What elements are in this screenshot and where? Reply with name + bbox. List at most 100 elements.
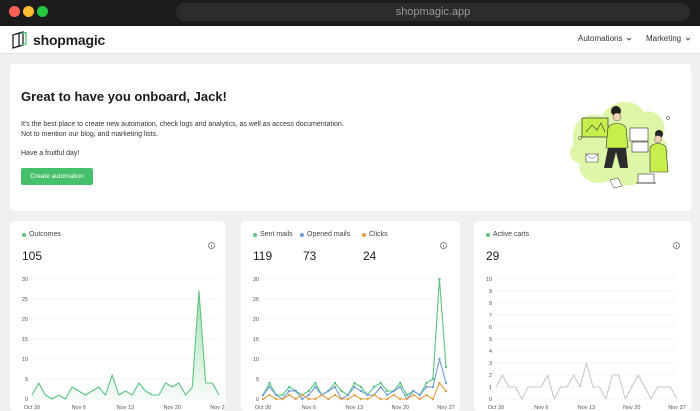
opened-mails-point: [438, 357, 441, 361]
legend-dot: [486, 232, 490, 237]
opened-mails-point: [261, 393, 265, 397]
x-tick-label: Nov 27: [437, 405, 454, 411]
clicks-point: [392, 393, 395, 397]
nav-marketing[interactable]: Marketing: [646, 34, 691, 43]
x-tick-label: Oct 30: [488, 405, 504, 411]
active-carts-label: Active carts: [493, 231, 530, 238]
clicks-point: [444, 389, 448, 393]
address-bar[interactable]: shopmagic.app: [176, 3, 690, 21]
x-tick-label: Oct 30: [24, 405, 40, 411]
clicks-point: [261, 397, 265, 401]
sent-mails-point: [281, 393, 284, 397]
outcomes-line: [31, 290, 220, 400]
clicks-point: [301, 393, 304, 397]
nav-marketing-label: Marketing: [646, 34, 682, 43]
outcomes-chart: 0 5 10 15 20 25 30 Oct 30 Nov 6 Nov 13 Nov 20 Nov 2…: [22, 277, 225, 411]
clicks-point: [353, 393, 356, 397]
clicks-point: [385, 397, 389, 401]
sent-mails-legend: Sent mails: [253, 231, 293, 238]
clicks-point: [307, 397, 310, 401]
clicks-point: [346, 397, 350, 401]
outcomes-label: Outcomes: [29, 231, 61, 238]
x-tick-label: Nov 13: [346, 405, 363, 411]
legend-dot: [300, 232, 304, 237]
create-automation-button[interactable]: Create automation: [21, 168, 93, 185]
opened-mails-point: [353, 385, 356, 389]
onboarding-illustration: [570, 101, 670, 189]
welcome-description: It's the best place to create new automa…: [21, 120, 381, 140]
clicks-point: [372, 393, 376, 397]
opened-mails-point: [385, 393, 389, 397]
sent-mails-point: [268, 381, 271, 385]
opened-mails-point: [274, 393, 278, 397]
x-tick-label: Nov 20: [392, 405, 409, 411]
sent-mails-point: [333, 381, 337, 385]
y-tick-label: 1: [489, 385, 492, 391]
sent-mails-point: [385, 389, 389, 393]
clicks-legend: Clicks: [362, 231, 388, 238]
y-tick-label: 5: [489, 337, 492, 343]
opened-mails-point: [444, 381, 448, 385]
opened-mails-point: [425, 385, 428, 389]
y-tick-label: 15: [22, 337, 28, 343]
sent-mails-point: [287, 385, 291, 389]
app: shopmagic Automations Marketing Great to…: [0, 26, 700, 411]
opened-mails-point: [301, 397, 304, 401]
clicks-point: [281, 397, 284, 401]
y-tick-label: 15: [253, 337, 259, 343]
x-tick-label: Nov 27: [668, 405, 685, 411]
nav-automations[interactable]: Automations: [578, 34, 632, 43]
opened-mails-point: [333, 385, 337, 389]
sent-mails-value: 119: [253, 249, 273, 263]
welcome-title: Great to have you onboard, Jack!: [21, 89, 227, 104]
active-carts-card: Active carts 29 0 1 2 3 4 5 6 7 8 9 10 Oct 30 Nov 6 N…: [474, 221, 691, 411]
sent-mails-point: [353, 381, 356, 385]
opened-mails-point: [287, 389, 291, 393]
info-icon[interactable]: [673, 242, 680, 249]
legend-dot: [362, 232, 366, 237]
clicks-point: [366, 397, 369, 401]
outcomes-value: 105: [22, 249, 43, 263]
opened-mails-point: [379, 385, 382, 389]
welcome-line-1: It's the best place to create new automa…: [21, 121, 344, 128]
chevron-down-icon: [685, 37, 691, 41]
sent-mails-point: [405, 393, 408, 397]
sent-mails-point: [359, 385, 363, 389]
y-tick-label: 25: [253, 297, 259, 303]
opened-mails-point: [392, 389, 395, 393]
welcome-line-2: Not to mention our blog, and marketing l…: [21, 131, 158, 138]
sent-mails-point: [444, 365, 448, 369]
sent-mails-point: [399, 381, 402, 385]
clicks-point: [425, 393, 428, 397]
maximize-window-button[interactable]: [37, 6, 48, 17]
active-carts-line: [495, 362, 678, 400]
minimize-window-button[interactable]: [23, 6, 34, 17]
clicks-point: [333, 393, 337, 397]
info-icon[interactable]: [208, 242, 215, 249]
welcome-signoff: Have a fruitful day!: [21, 150, 80, 157]
close-window-button[interactable]: [9, 6, 20, 17]
x-tick-label: Nov 13: [578, 405, 595, 411]
sent-mails-point: [307, 389, 310, 393]
window-titlebar: shopmagic.app: [0, 0, 700, 26]
logo[interactable]: shopmagic: [10, 30, 105, 50]
x-tick-label: Nov 20: [164, 405, 181, 411]
y-tick-label: 10: [253, 357, 259, 363]
x-tick-label: Oct 30: [255, 405, 271, 411]
y-tick-label: 30: [253, 277, 259, 283]
clicks-point: [320, 393, 324, 397]
clicks-point: [379, 397, 382, 401]
x-tick-label: Nov 13: [117, 405, 134, 411]
mails-card: Sent mails Opened mails Clicks 119 73 24…: [241, 221, 460, 411]
y-tick-label: 8: [489, 301, 492, 307]
y-tick-label: 0: [489, 397, 492, 403]
clicks-point: [294, 397, 297, 401]
welcome-panel: Great to have you onboard, Jack! It's th…: [10, 64, 691, 211]
clicks-label: Clicks: [369, 231, 388, 238]
brand-name: shopmagic: [33, 32, 106, 48]
clicks-point: [327, 397, 330, 401]
outcomes-legend: Outcomes: [22, 231, 61, 238]
clicks-point: [314, 397, 317, 401]
info-icon[interactable]: [440, 242, 447, 249]
active-carts-value: 29: [486, 249, 500, 263]
